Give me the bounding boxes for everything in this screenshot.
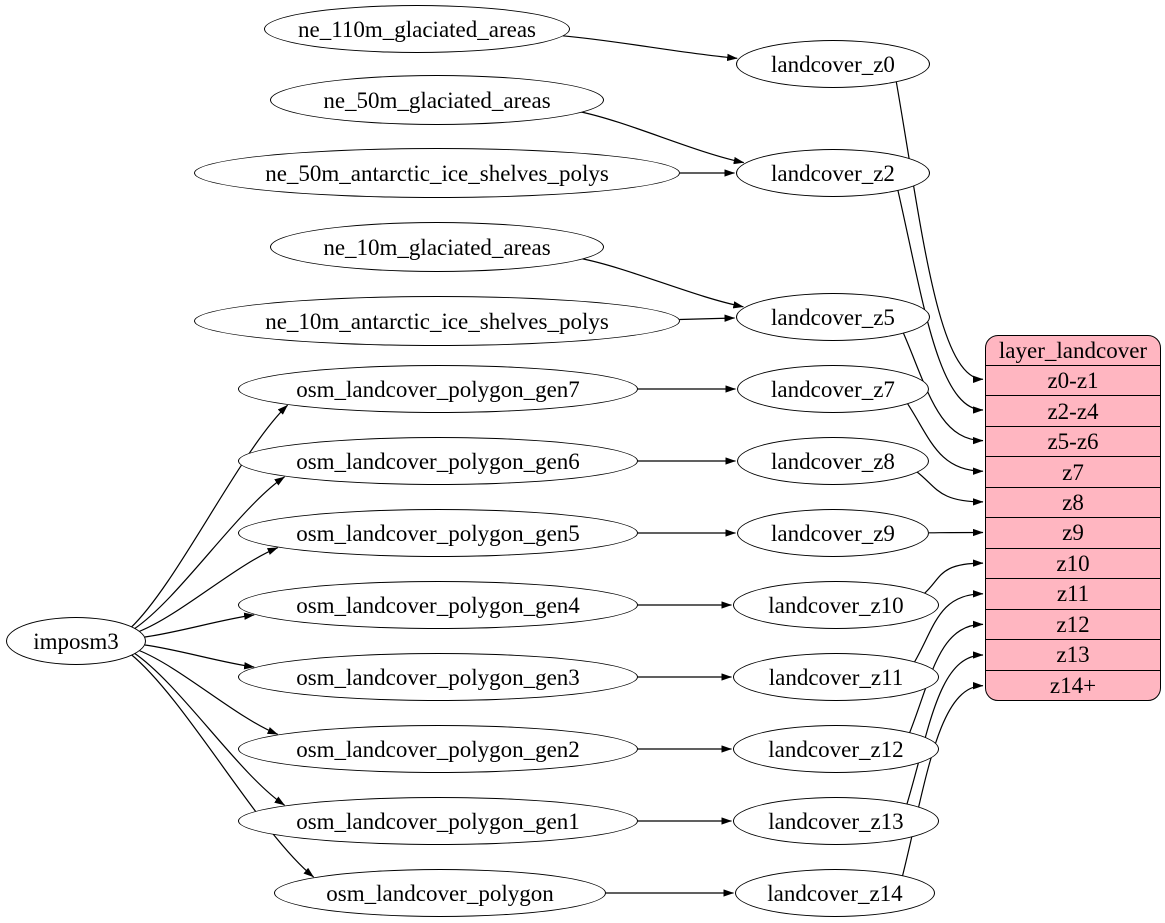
node-ne_10m_antarctic_ice_shelves_polys: ne_10m_antarctic_ice_shelves_polys [194,296,680,346]
node-landcover_z8: landcover_z8 [737,437,929,485]
node-osm_landcover_polygon_gen3: osm_landcover_polygon_gen3 [238,653,638,701]
node-landcover_z10: landcover_z10 [733,581,939,629]
edge-imposm3-to-osm_landcover_polygon_gen6 [133,476,285,630]
node-ne_10m_glaciated_areas: ne_10m_glaciated_areas [270,222,604,272]
edge-imposm3-to-osm_landcover_polygon_gen7 [129,404,289,629]
edge-ne_110m_glaciated_areas-to-landcover_z0 [562,35,738,62]
node-layer_landcover: layer_landcover z0-z1 z2-z4 z5-z6 z7 z8 z9 z10 z… [985,335,1161,701]
node-osm_landcover_polygon_gen2: osm_landcover_polygon_gen2 [238,725,638,773]
node-landcover_z14: landcover_z14 [735,869,935,917]
edge-landcover_z10-to-layer_landcover-z10 [923,559,984,595]
node-landcover_z2: landcover_z2 [736,149,930,197]
record-row-z2-z4: z2-z4 [986,395,1160,425]
node-landcover_z12: landcover_z12 [733,725,939,773]
edge-landcover_z5-to-layer_landcover-z5-z6 [901,330,984,445]
edge-imposm3-to-osm_landcover_polygon [130,653,314,878]
node-osm_landcover_polygon_gen6: osm_landcover_polygon_gen6 [238,437,638,485]
edge-landcover_z7-to-layer_landcover-z7 [906,401,984,475]
edge-landcover_z2-to-layer_landcover-z2-z4 [896,187,984,414]
edge-imposm3-to-osm_landcover_polygon_gen2 [138,649,279,735]
node-landcover_z7: landcover_z7 [737,365,929,413]
record-row-z7: z7 [986,456,1160,486]
record-row-z9: z9 [986,517,1160,547]
edge-ne_50m_glaciated_areas-to-landcover_z2 [579,111,745,165]
node-ne_110m_glaciated_areas: ne_110m_glaciated_areas [264,5,570,53]
edge-imposm3-to-osm_landcover_polygon_gen5 [138,547,279,633]
record-row-z10: z10 [986,547,1160,578]
node-landcover_z5: landcover_z5 [736,293,930,341]
node-ne_50m_antarctic_ice_shelves_polys: ne_50m_antarctic_ice_shelves_polys [194,148,680,198]
node-osm_landcover_polygon: osm_landcover_polygon [274,869,606,917]
record-row-z5-z6: z5-z6 [986,425,1160,456]
edge-imposm3-to-osm_landcover_polygon_gen3 [144,644,255,670]
record-row-z12: z12 [986,608,1160,639]
node-osm_landcover_polygon_gen4: osm_landcover_polygon_gen4 [238,581,638,629]
record-row-z0-z1: z0-z1 [986,365,1160,395]
edge-ne_10m_antarctic_ice_shelves_polys-to-landcover_z5 [679,314,736,322]
edge-imposm3-to-osm_landcover_polygon_gen1 [133,652,285,806]
record-row-z8: z8 [986,486,1160,517]
edge-landcover_z11-to-layer_landcover-z11 [912,590,984,665]
edge-landcover_z8-to-layer_landcover-z8 [916,471,984,506]
node-osm_landcover_polygon_gen7: osm_landcover_polygon_gen7 [238,365,638,413]
edge-imposm3-to-osm_landcover_polygon_gen4 [144,612,255,638]
record-row-z14+: z14+ [986,669,1160,700]
node-osm_landcover_polygon_gen1: osm_landcover_polygon_gen1 [238,797,638,845]
node-imposm3: imposm3 [6,617,146,665]
node-osm_landcover_polygon_gen5: osm_landcover_polygon_gen5 [238,509,638,557]
edge-landcover_z12-to-layer_landcover-z12 [908,620,984,736]
record-row-z13: z13 [986,639,1160,669]
node-landcover_z13: landcover_z13 [733,797,939,845]
node-ne_50m_glaciated_areas: ne_50m_glaciated_areas [270,75,604,125]
record-title: layer_landcover [998,338,1148,363]
edge-landcover_z0-to-layer_landcover-z0-z1 [895,78,984,383]
record-row-z11: z11 [986,578,1160,608]
node-landcover_z11: landcover_z11 [733,653,939,701]
edge-landcover_z13-to-layer_landcover-z13 [905,651,984,808]
edge-landcover_z14-to-layer_landcover-z14+ [901,682,984,879]
node-landcover_z0: landcover_z0 [736,40,930,88]
edge-ne_10m_glaciated_areas-to-landcover_z5 [580,257,744,309]
node-landcover_z9: landcover_z9 [737,509,929,557]
